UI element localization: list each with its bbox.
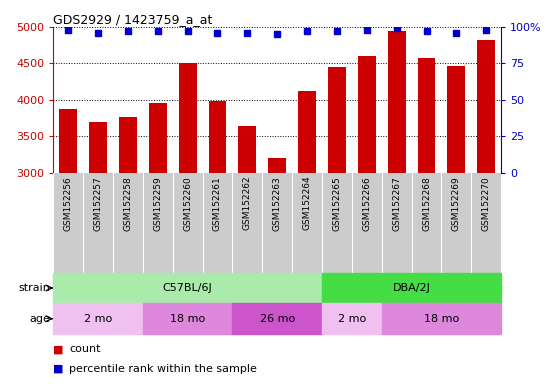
Text: GSM152259: GSM152259 xyxy=(153,176,162,230)
Text: ■: ■ xyxy=(53,344,64,354)
Text: DBA/2J: DBA/2J xyxy=(393,283,431,293)
Text: GSM152268: GSM152268 xyxy=(422,176,431,230)
Bar xyxy=(232,303,322,334)
Text: GSM152258: GSM152258 xyxy=(123,176,132,230)
Bar xyxy=(119,118,137,173)
Text: GDS2929 / 1423759_a_at: GDS2929 / 1423759_a_at xyxy=(53,13,213,26)
Text: GSM152256: GSM152256 xyxy=(64,176,73,230)
Text: 26 mo: 26 mo xyxy=(260,314,295,324)
Bar xyxy=(59,109,77,173)
Text: GSM152263: GSM152263 xyxy=(273,176,282,230)
Bar xyxy=(239,126,256,173)
Text: GSM152264: GSM152264 xyxy=(302,176,311,230)
Text: GSM152260: GSM152260 xyxy=(183,176,192,230)
Bar xyxy=(322,303,382,334)
Text: 2 mo: 2 mo xyxy=(84,314,112,324)
Text: count: count xyxy=(69,344,100,354)
Text: C57BL/6J: C57BL/6J xyxy=(163,283,212,293)
Text: GSM152262: GSM152262 xyxy=(243,176,252,230)
Text: GSM152270: GSM152270 xyxy=(482,176,491,230)
Text: GSM152266: GSM152266 xyxy=(362,176,371,230)
Bar xyxy=(382,303,501,334)
Text: GSM152269: GSM152269 xyxy=(452,176,461,230)
Bar xyxy=(477,40,495,173)
Text: 18 mo: 18 mo xyxy=(424,314,459,324)
Text: strain: strain xyxy=(18,283,50,293)
Text: GSM152267: GSM152267 xyxy=(392,176,401,230)
Text: 2 mo: 2 mo xyxy=(338,314,366,324)
Bar xyxy=(268,158,286,173)
Text: age: age xyxy=(29,314,50,324)
Bar xyxy=(322,273,501,303)
Bar xyxy=(388,31,405,173)
Bar xyxy=(89,122,107,173)
Bar xyxy=(298,91,316,173)
Text: GSM152261: GSM152261 xyxy=(213,176,222,230)
Bar xyxy=(143,303,232,334)
Bar xyxy=(358,56,376,173)
Bar xyxy=(53,273,322,303)
Bar xyxy=(53,303,143,334)
Text: percentile rank within the sample: percentile rank within the sample xyxy=(69,364,256,374)
Bar xyxy=(179,63,197,173)
Text: 18 mo: 18 mo xyxy=(170,314,205,324)
Text: GSM152265: GSM152265 xyxy=(333,176,342,230)
Bar xyxy=(328,67,346,173)
Bar xyxy=(149,104,167,173)
Text: GSM152257: GSM152257 xyxy=(94,176,102,230)
Bar xyxy=(418,58,436,173)
Bar xyxy=(208,101,226,173)
Text: ■: ■ xyxy=(53,364,64,374)
Bar xyxy=(447,66,465,173)
